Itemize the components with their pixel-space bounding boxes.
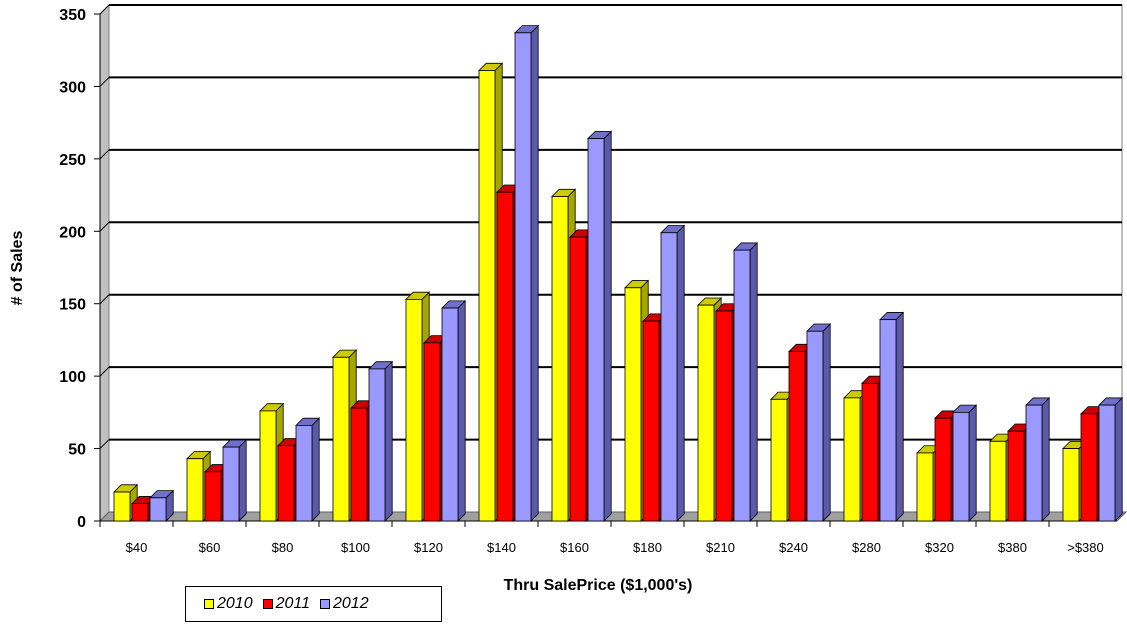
bar-2012-$240 xyxy=(806,323,832,522)
gridline-depth xyxy=(99,221,110,232)
bar-2012-$380 xyxy=(1025,396,1051,522)
legend: 2010 2011 2012 xyxy=(185,586,442,622)
x-tick-label: $280 xyxy=(852,540,881,555)
x-tick-label: $180 xyxy=(633,540,662,555)
y-tick-label: 150 xyxy=(59,297,86,314)
x-tick-label: $80 xyxy=(272,540,294,555)
y-tick-label: 300 xyxy=(59,79,86,96)
legend-swatch-2012 xyxy=(320,599,330,609)
legend-swatch-2010 xyxy=(204,599,214,609)
gridline-depth xyxy=(99,149,110,160)
legend-item-2010: 2010 xyxy=(204,595,253,613)
bar-2012-$160 xyxy=(587,130,613,522)
bar-2012-$140 xyxy=(514,24,540,522)
x-tick-label: $40 xyxy=(126,540,148,555)
legend-label: 2011 xyxy=(275,595,310,612)
x-tick-label: $120 xyxy=(414,540,443,555)
x-tick-label: $160 xyxy=(560,540,589,555)
bar-2012-$280 xyxy=(879,311,905,522)
gridline-depth xyxy=(99,77,110,87)
bar-2012-$60 xyxy=(222,438,248,522)
y-tick-label: 100 xyxy=(59,369,86,386)
y-axis-title: # of Sales xyxy=(9,231,26,306)
legend-item-2011: 2011 xyxy=(262,595,310,613)
gridline-depth xyxy=(99,294,110,305)
legend-swatch-2011 xyxy=(262,599,273,609)
x-tick-label: $380 xyxy=(998,540,1027,555)
y-tick-label: 350 xyxy=(59,7,86,24)
y-tick-label: 0 xyxy=(77,514,86,531)
bar-2012->$380 xyxy=(1098,396,1124,522)
gridline-depth xyxy=(99,439,110,449)
legend-item-2012: 2012 xyxy=(320,595,369,613)
bar-2012-$120 xyxy=(441,299,467,522)
x-tick-label: $320 xyxy=(925,540,954,555)
x-axis-title: Thru SalePrice ($1,000's) xyxy=(504,577,693,594)
legend-label: 2012 xyxy=(333,595,369,612)
bar-2012-$320 xyxy=(952,404,978,522)
x-tick-label: $210 xyxy=(706,540,735,555)
y-tick-label: 250 xyxy=(59,152,86,169)
x-tick-label: $100 xyxy=(341,540,370,555)
x-tick-label: $240 xyxy=(779,540,808,555)
x-tick-label: $60 xyxy=(199,540,221,555)
legend-label: 2010 xyxy=(217,595,253,612)
bar-2012-$210 xyxy=(733,241,759,522)
x-tick-label: >$380 xyxy=(1067,540,1104,555)
tick-labels: 0 50 100 150 200 250 300 350 $40 $60 $80 $100 $120 $1… xyxy=(59,7,1103,555)
bar-2012-$80 xyxy=(295,417,321,522)
bars xyxy=(113,24,1124,522)
bar-2012-$180 xyxy=(660,224,686,522)
gridline-depth xyxy=(99,4,110,15)
y-tick-label: 50 xyxy=(68,442,86,459)
x-tick-label: $140 xyxy=(487,540,516,555)
bar-2012-$40 xyxy=(149,489,175,522)
gridline-depth xyxy=(99,366,110,377)
bar-2012-$100 xyxy=(368,360,394,522)
y-tick-label: 200 xyxy=(59,224,86,241)
